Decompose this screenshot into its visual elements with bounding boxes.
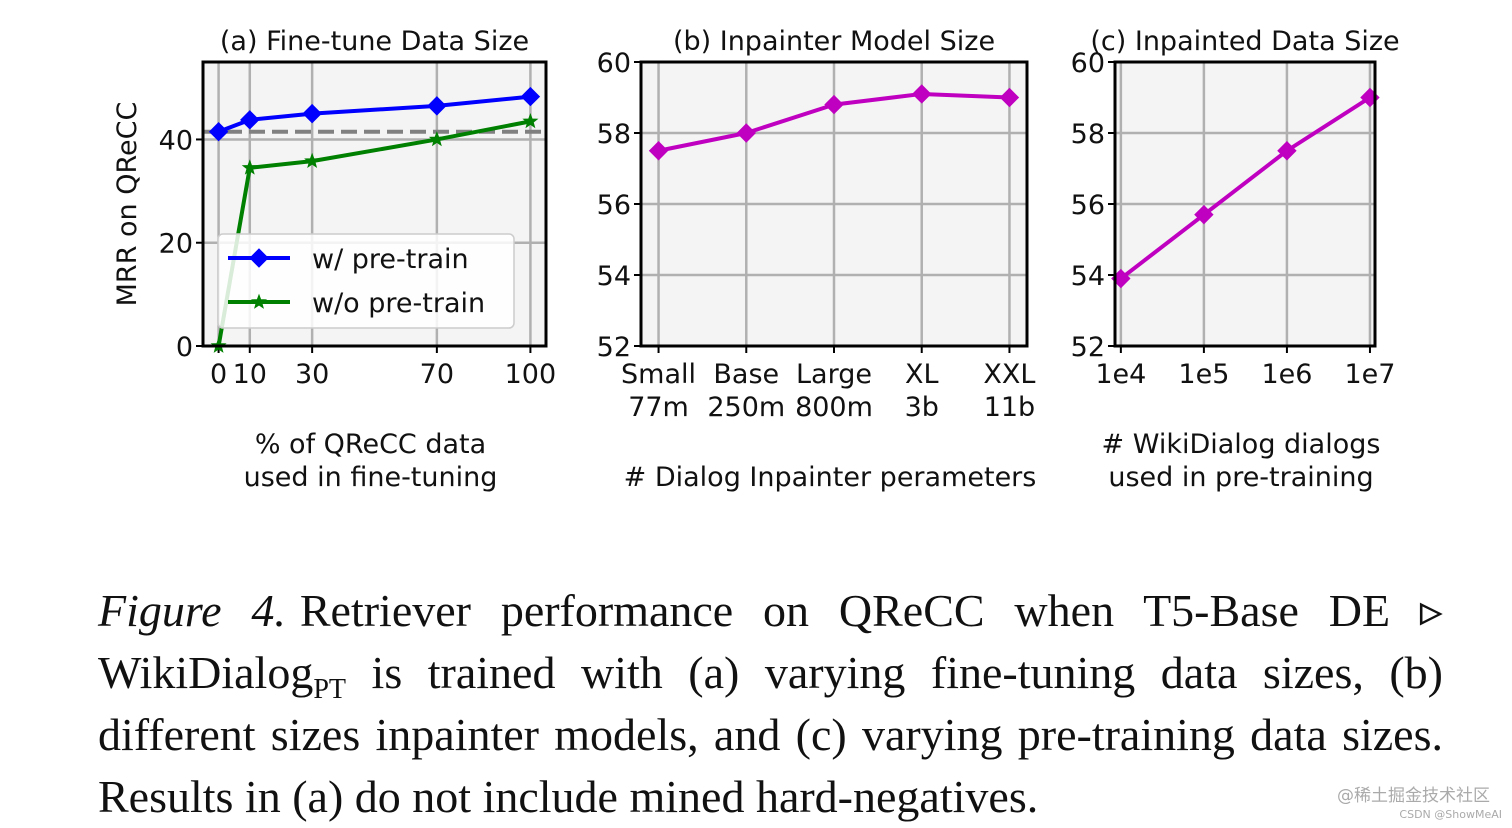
x-tick-label: XXL [983,359,1035,390]
data-point [824,94,844,115]
x-tick-label: 0 [210,359,227,390]
y-tick-label: 56 [597,190,631,221]
x-tick-label: 1e5 [1178,359,1229,390]
x-tick-label: 70 [420,359,454,390]
x-tick-label: 1e7 [1344,359,1395,390]
legend-marker [249,248,269,268]
data-point [240,110,260,130]
data-point [427,96,447,116]
y-tick-label: 54 [1071,261,1105,292]
caption-line2-rest: is trained with (a) varying fine-tuning … [346,647,1443,698]
chart-title: (a) Fine-tune Data Size [220,26,529,57]
legend: w/ pre-train w/o pre-train [217,233,515,329]
x-axis-label: % of QReCC data [255,429,486,460]
x-tick-sublabel: 800m [795,392,873,423]
chart-title: (c) Inpainted Data Size [1090,26,1399,57]
y-tick-label: 52 [597,332,631,363]
legend-marker [250,293,268,309]
y-tick-label: 60 [597,48,631,79]
data-point [522,112,539,129]
series-line-1 [1119,95,1372,281]
caption-line1: Retriever performance on QReCC when T5-B… [299,585,1443,636]
caption-line4: sizes. Results in (a) do not include min… [98,709,1443,822]
data-point [999,87,1020,108]
caption-line2-main: WikiDialog [98,647,314,698]
caption-line3: different sizes inpainter models, and (c… [98,709,1327,760]
watermark-csdn: CSDN @ShowMeAI [1399,808,1502,821]
x-axis-label: used in pre-training [1108,462,1373,493]
data-point [520,86,541,107]
plot-frame [639,60,1029,348]
legend-label: w/ pre-train [312,244,469,275]
plot-frame [1113,60,1377,348]
x-tick-sublabel: 11b [984,392,1036,423]
y-axis-label: MRR on QReCC [112,102,143,307]
y-tick-label: 58 [597,119,631,150]
y-tick-label: 20 [159,229,193,260]
y-tick-label: 0 [176,332,193,363]
data-point [241,159,258,175]
plot-frame [201,60,548,348]
y-tick-label: 60 [1071,48,1105,79]
y-tick-label: 58 [1071,119,1105,150]
x-tick-label: Large [796,359,872,390]
chart-panel-3: 52 54 56 58 60 1e4 1e5 1e6 1e7 (c) Inpainted Data… [1071,26,1400,493]
y-tick-label: 40 [159,125,193,156]
data-point [648,141,669,161]
x-tick-label: 100 [505,359,557,390]
x-tick-sublabel: 250m [707,392,785,423]
x-tick-label: 1e6 [1261,359,1312,390]
x-tick-label: 1e4 [1095,359,1146,390]
data-point [912,84,932,104]
x-axis-label: # Dialog Inpainter perameters [624,462,1037,493]
data-point [208,122,229,142]
data-point [1194,204,1214,225]
x-axis-label: # WikiDialog dialogs [1102,429,1381,460]
x-tick-sublabel: 3b [905,392,939,423]
data-point [1277,141,1297,161]
caption-label: Figure 4. [98,585,286,636]
caption-line2-sub: PT [313,674,347,705]
x-tick-label: XL [905,359,939,390]
x-tick-label: Base [713,359,779,390]
x-tick-sublabel: 77m [628,392,689,423]
watermark: @稀土掘金技术社区 [1337,786,1490,806]
data-point [736,123,756,143]
x-tick-label: Small [621,359,696,390]
x-axis-label: used in fine-tuning [244,462,498,493]
legend-box [217,233,515,329]
y-tick-label: 54 [597,261,631,292]
y-tick-label: 56 [1071,190,1105,221]
chart-title: (b) Inpainter Model Size [673,26,995,57]
data-point [304,152,321,168]
x-tick-label: 30 [295,359,329,390]
y-tick-label: 52 [1071,332,1105,363]
data-point [302,103,322,124]
data-point [428,131,445,147]
x-tick-label: 10 [233,359,267,390]
figure-caption: Figure 4. Retriever performance on QReCC … [98,580,1443,828]
legend-label: w/o pre-train [312,288,485,319]
